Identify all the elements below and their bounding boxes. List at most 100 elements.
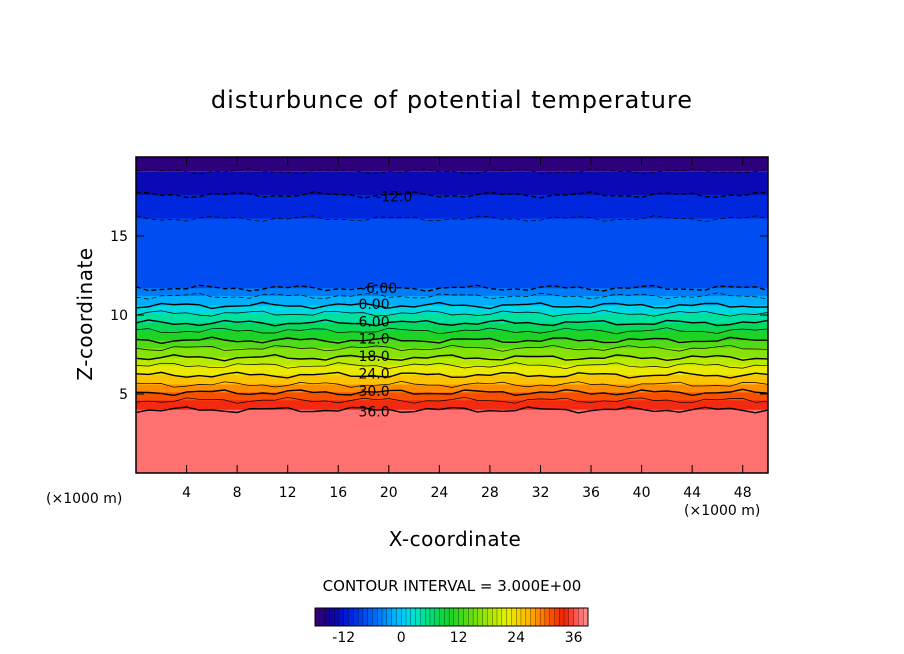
field-band [136, 384, 768, 393]
contour-line [136, 381, 768, 388]
x-tick-label: 28 [481, 485, 499, 501]
colorbar-cell [338, 607, 345, 627]
colorbar-cell [348, 607, 354, 627]
colorbar-cell [453, 607, 460, 627]
field-band [136, 288, 768, 297]
colorbar: -12 0 12 24 36 [314, 607, 589, 646]
contour-label: 6.00 [358, 314, 389, 330]
x-tick-label: 12 [279, 485, 297, 501]
x-tick-label: 16 [329, 485, 347, 501]
colorbar-cell [343, 607, 349, 627]
field-band [136, 171, 768, 196]
colorbar-cell [448, 607, 455, 627]
colorbar-cell [415, 607, 421, 627]
colorbar-cell [554, 607, 560, 627]
colorbar-cell [401, 607, 407, 627]
colorbar-cell [372, 607, 378, 627]
y-tick-label: 5 [119, 387, 128, 403]
field-band [136, 157, 768, 172]
contour-line [136, 336, 768, 345]
y-tick-label: 15 [110, 229, 128, 245]
colored-field [136, 157, 768, 473]
x-tick-label: 40 [633, 485, 651, 501]
colorbar-cell [381, 607, 388, 627]
colorbar-cell [405, 607, 412, 627]
colorbar-cell [549, 607, 555, 627]
contour-line [136, 167, 768, 175]
colorbar-cell [506, 607, 512, 627]
x-tick-label: 32 [532, 485, 550, 501]
field-band [136, 409, 768, 473]
colorbar-cell [410, 607, 417, 627]
x-tick-label: 36 [582, 485, 600, 501]
colorbar-cell [477, 607, 484, 627]
field-band [136, 348, 768, 359]
x-tick-label: 20 [380, 485, 398, 501]
colorbar-cell [444, 607, 450, 627]
colorbar-cell [420, 607, 426, 627]
x-tick-label: 24 [430, 485, 448, 501]
x-unit-left: (×1000 m) [46, 491, 123, 507]
contour-line [136, 319, 768, 327]
field-band [136, 330, 768, 341]
field-band [136, 340, 768, 349]
field-band [136, 218, 768, 289]
colorbar-cell [563, 607, 570, 627]
contour-line [136, 406, 768, 414]
contour-label: 12.0 [358, 332, 389, 348]
colorbar-cell [472, 607, 479, 627]
colorbar-cell [496, 607, 503, 627]
contour-line [136, 362, 768, 370]
x-tick-label: 8 [233, 485, 242, 501]
colorbar-cell [468, 607, 474, 627]
colorbar-cell [544, 607, 551, 627]
colorbar-cell [334, 607, 340, 627]
x-unit-right: (×1000 m) [684, 503, 761, 519]
contour-line [136, 284, 768, 293]
field-band [136, 305, 768, 314]
contour-label: -12.0 [376, 190, 412, 206]
colorbar-cell [458, 607, 464, 627]
colorbar-cell [520, 607, 527, 627]
colorbar-cell [511, 607, 517, 627]
colorbar-cell [391, 607, 397, 627]
contour-label: 24.0 [358, 366, 389, 382]
contour-line [136, 344, 768, 352]
field-band [136, 313, 768, 324]
colorbar-cell [482, 607, 488, 627]
colorbar-cell [568, 607, 575, 627]
contour-labels: -12.0 -6.000.006.00 12.018.024.0 30.0 36.0 [358, 190, 412, 421]
colorbar-cell [463, 607, 469, 627]
contour-line [136, 327, 768, 335]
contour-line [136, 309, 768, 317]
field-band [136, 357, 768, 367]
colorbar-cell [396, 607, 402, 627]
colorbar-cell [525, 607, 531, 627]
colorbar-cell [429, 607, 436, 627]
colorbar-cell [559, 607, 565, 627]
contour-line [136, 191, 768, 199]
colorbar-cell [425, 607, 431, 627]
contour-line [136, 388, 768, 397]
colorbar-cell [377, 607, 383, 627]
contour-line [136, 371, 768, 379]
colorbar-cell [539, 607, 546, 627]
colorbar-cell [319, 607, 326, 627]
contour-label: 30.0 [358, 384, 389, 400]
x-tick-label: 4 [182, 485, 191, 501]
colorbar-cell [492, 607, 498, 627]
colorbar-cell [501, 607, 508, 627]
colorbar-tick-label: 24 [507, 630, 525, 646]
colorbar-cell [516, 607, 522, 627]
field-band [136, 296, 768, 307]
field-band [136, 365, 768, 376]
colorbar-cell [367, 607, 373, 627]
contour-line [136, 301, 768, 310]
x-axis-label: X-coordinate [388, 527, 522, 551]
colorbar-cell [362, 607, 369, 627]
x-tick-label: 44 [683, 485, 701, 501]
field-band [136, 322, 768, 332]
colorbar-cell [530, 607, 536, 627]
